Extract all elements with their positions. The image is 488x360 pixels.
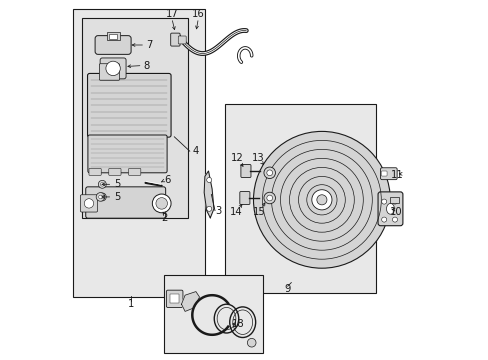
FancyBboxPatch shape [85, 187, 165, 218]
FancyBboxPatch shape [88, 135, 167, 173]
Polygon shape [204, 171, 213, 218]
Bar [170, 294, 179, 303]
Circle shape [316, 195, 326, 205]
Text: 10: 10 [388, 207, 401, 217]
FancyBboxPatch shape [239, 192, 249, 204]
Text: 15: 15 [252, 207, 264, 217]
Circle shape [99, 195, 102, 199]
Circle shape [206, 206, 211, 211]
Bar [163, 275, 262, 353]
Text: 14: 14 [229, 207, 242, 217]
Text: 8: 8 [143, 60, 149, 71]
Text: 12: 12 [230, 153, 243, 163]
Bar [81, 18, 187, 218]
Circle shape [156, 198, 167, 209]
Text: 4: 4 [192, 146, 199, 156]
Text: 11: 11 [390, 170, 403, 180]
Text: 5: 5 [114, 179, 121, 189]
Text: 16: 16 [192, 9, 204, 19]
FancyBboxPatch shape [377, 192, 402, 226]
FancyBboxPatch shape [99, 64, 120, 80]
Circle shape [266, 195, 272, 201]
FancyBboxPatch shape [178, 36, 186, 44]
FancyBboxPatch shape [80, 195, 98, 212]
Text: 2: 2 [161, 213, 167, 223]
Text: 9: 9 [284, 284, 290, 294]
Text: 6: 6 [163, 175, 170, 185]
Ellipse shape [386, 203, 394, 214]
Bar [106, 32, 120, 40]
Circle shape [266, 170, 272, 176]
FancyBboxPatch shape [241, 165, 250, 177]
Circle shape [392, 199, 397, 204]
Bar [73, 9, 204, 297]
Circle shape [311, 190, 331, 210]
Circle shape [98, 193, 106, 201]
FancyBboxPatch shape [381, 171, 386, 176]
Circle shape [381, 199, 386, 204]
Circle shape [264, 192, 275, 204]
FancyBboxPatch shape [108, 168, 121, 175]
Circle shape [253, 131, 389, 268]
Text: 7: 7 [145, 40, 152, 50]
Bar [224, 104, 375, 293]
Circle shape [106, 61, 120, 76]
FancyBboxPatch shape [166, 290, 183, 307]
Circle shape [247, 338, 256, 347]
FancyBboxPatch shape [170, 33, 180, 46]
Text: 5: 5 [114, 192, 121, 202]
FancyBboxPatch shape [128, 168, 141, 175]
Bar [389, 197, 399, 203]
Polygon shape [181, 292, 199, 311]
Circle shape [206, 177, 211, 183]
Circle shape [101, 195, 104, 199]
Text: 3: 3 [215, 206, 221, 216]
Circle shape [84, 199, 94, 208]
Text: 13: 13 [251, 153, 264, 163]
FancyBboxPatch shape [87, 73, 171, 137]
Circle shape [98, 180, 106, 188]
FancyBboxPatch shape [95, 36, 131, 54]
Circle shape [381, 217, 386, 222]
Circle shape [96, 193, 104, 201]
Circle shape [392, 217, 397, 222]
Circle shape [101, 183, 104, 186]
FancyBboxPatch shape [100, 58, 126, 79]
Text: 1: 1 [128, 299, 134, 309]
Text: 17: 17 [165, 9, 178, 19]
Text: 18: 18 [231, 319, 244, 329]
FancyBboxPatch shape [380, 168, 396, 180]
Circle shape [264, 167, 275, 179]
Circle shape [152, 194, 171, 213]
Bar [108, 34, 117, 39]
FancyBboxPatch shape [89, 168, 101, 175]
